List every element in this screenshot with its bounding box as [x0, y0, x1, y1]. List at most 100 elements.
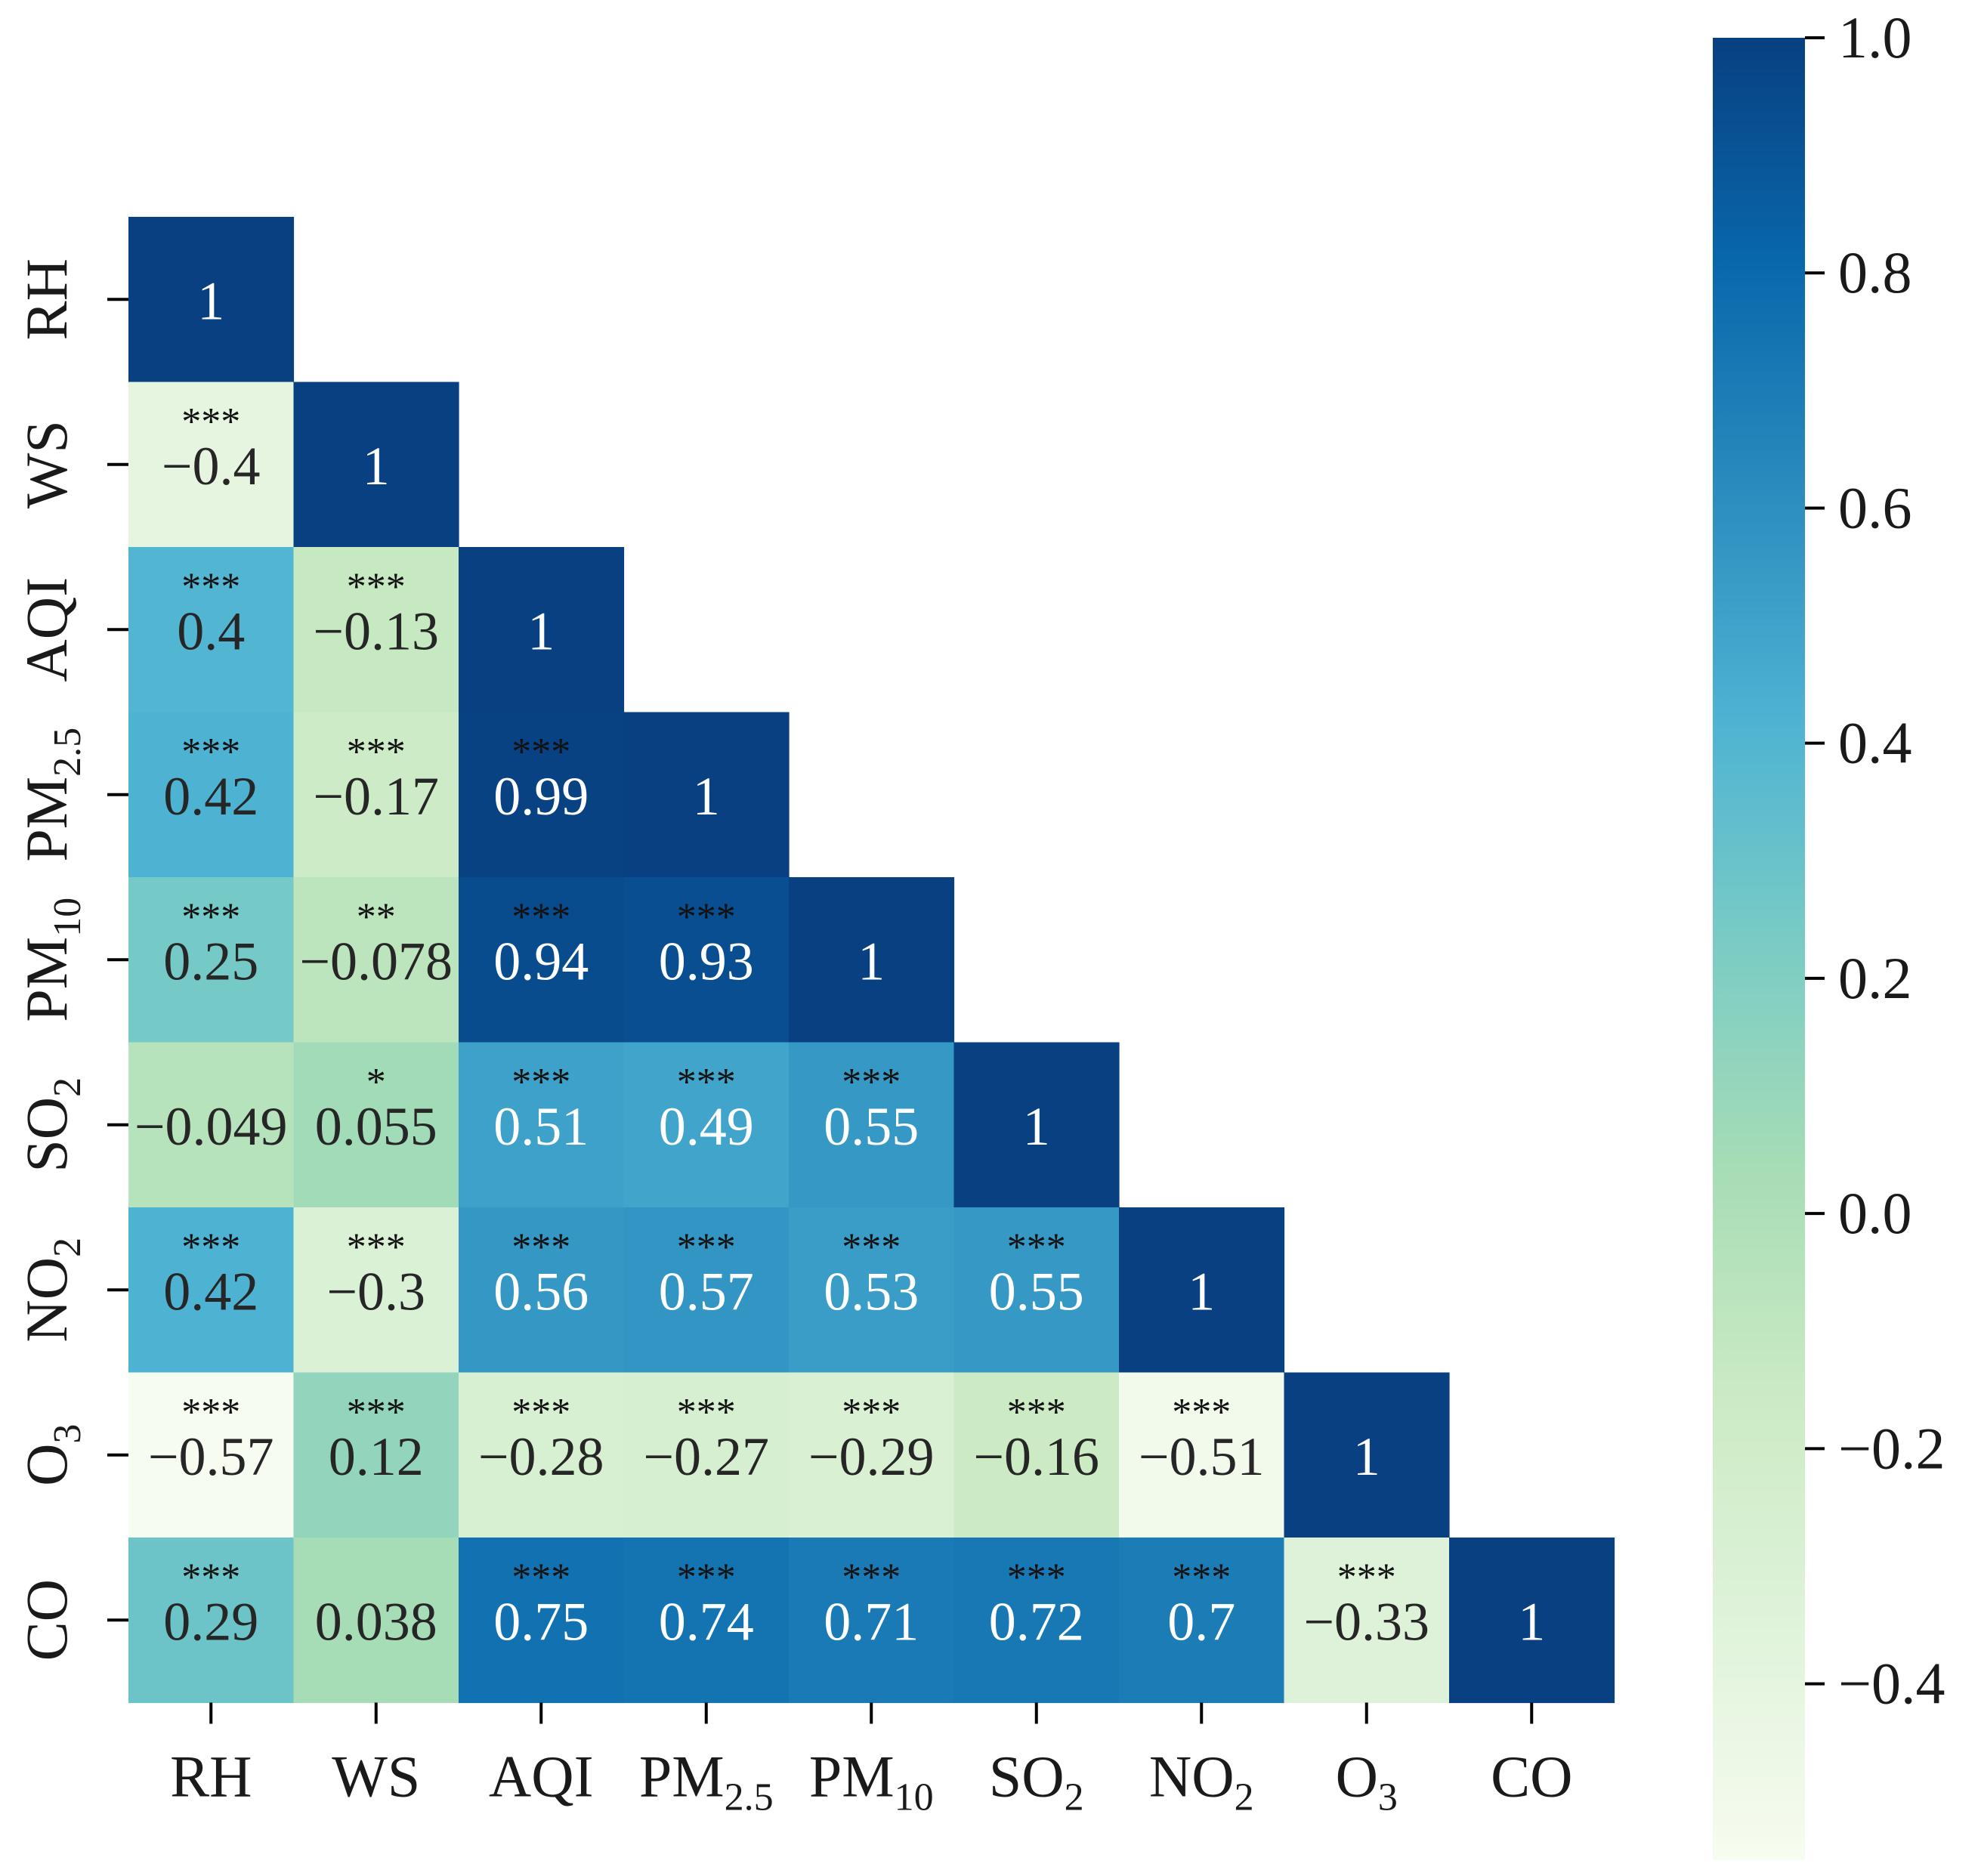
x-axis: RH WS AQI PM2.5 PM10 SO2 NO2 O3 CO — [170, 1702, 1572, 1819]
y-axis: RH WS AQI PM2.5 PM10 SO2 NO2 O3 CO — [14, 258, 128, 1661]
heatmap-cell — [293, 712, 459, 878]
heatmap-cell — [128, 877, 295, 1043]
colorbar-tick-label: 0.2 — [1838, 945, 1912, 1011]
heatmap-cell — [1284, 1538, 1450, 1704]
heatmap-cell — [953, 1538, 1120, 1704]
colorbar-tick-label: 0.6 — [1838, 474, 1912, 540]
x-tick-label: RH — [170, 1744, 252, 1810]
significance-stars: *** — [181, 565, 240, 608]
cell-value-label: 0.42 — [163, 766, 258, 827]
significance-stars: *** — [677, 895, 736, 938]
heatmap-cell — [623, 1538, 790, 1704]
heatmap-cell — [128, 217, 295, 383]
cell-value-label: 1 — [527, 601, 555, 661]
heatmap-cell — [623, 712, 790, 878]
cell-value-label: −0.13 — [313, 601, 439, 661]
heatmap-cell — [128, 547, 295, 713]
heatmap-cell — [789, 1207, 955, 1374]
significance-stars: *** — [181, 1556, 240, 1599]
significance-stars: *** — [511, 1225, 570, 1269]
heatmap-cell — [293, 547, 459, 713]
heatmap-cell — [128, 382, 295, 548]
colorbar-tick-label: −0.4 — [1838, 1651, 1945, 1717]
heatmap-cell-labels: 1***−0.4 1***0.4***−0.13 1***0.42***−0.17*… — [134, 270, 1545, 1652]
colorbar-bar — [1713, 38, 1805, 1860]
y-tick-label: RH — [14, 258, 79, 340]
colorbar-tick-label: −0.2 — [1838, 1415, 1945, 1481]
heatmap-cell — [953, 1372, 1120, 1538]
cell-value-label: 1 — [197, 270, 224, 331]
y-tick-label: WS — [14, 420, 79, 508]
cell-value-label: 0.56 — [493, 1261, 589, 1321]
colorbar-tick-label: 0.8 — [1838, 240, 1912, 305]
heatmap-cell — [789, 877, 955, 1043]
y-tick-label: PM2.5 — [14, 728, 89, 862]
heatmap-cell — [789, 1042, 955, 1208]
x-tick-label: AQI — [489, 1744, 594, 1810]
cell-value-label: −0.17 — [313, 766, 439, 827]
cell-value-label: −0.57 — [148, 1426, 274, 1487]
cell-value-label: −0.51 — [1139, 1426, 1265, 1487]
heatmap-cell — [1284, 1372, 1450, 1538]
colorbar-tick-label: 0.4 — [1838, 710, 1912, 776]
cell-value-label: −0.16 — [973, 1426, 1099, 1487]
significance-stars: *** — [511, 1556, 570, 1599]
cell-value-label: −0.29 — [808, 1426, 935, 1487]
cell-value-label: −0.33 — [1303, 1591, 1429, 1652]
heatmap-cell — [623, 877, 790, 1043]
heatmap-cell — [1449, 1538, 1615, 1704]
heatmap-cell — [459, 712, 625, 878]
heatmap-cell — [293, 1207, 459, 1374]
heatmap-cell — [459, 1042, 625, 1208]
significance-stars: *** — [1172, 1556, 1231, 1599]
heatmap-cell — [1119, 1207, 1285, 1374]
cell-value-label: 0.57 — [659, 1261, 754, 1321]
significance-stars: *** — [181, 731, 240, 774]
cell-value-label: 1 — [1023, 1096, 1050, 1157]
significance-stars: *** — [1007, 1391, 1066, 1434]
cell-value-label: 0.94 — [493, 931, 589, 991]
cell-value-label: 1 — [363, 436, 390, 496]
cell-value-label: 1 — [1518, 1591, 1545, 1652]
heatmap-cell — [459, 1372, 625, 1538]
significance-stars: *** — [181, 895, 240, 938]
cell-value-label: 0.75 — [493, 1591, 589, 1652]
significance-stars: *** — [1007, 1556, 1066, 1599]
heatmap-cell — [293, 1042, 459, 1208]
heatmap-cell — [128, 1538, 295, 1704]
heatmap-cell — [1119, 1538, 1285, 1704]
heatmap-cell — [128, 1042, 295, 1208]
significance-stars: *** — [1007, 1225, 1066, 1269]
cell-value-label: −0.049 — [134, 1096, 288, 1157]
cell-value-label: 0.53 — [824, 1261, 919, 1321]
colorbar-tick-label: 0.0 — [1838, 1180, 1912, 1246]
cell-value-label: −0.4 — [162, 436, 261, 496]
y-tick-label: NO2 — [14, 1238, 89, 1343]
x-tick-label: SO2 — [989, 1744, 1084, 1819]
heatmap-cell — [128, 1207, 295, 1374]
x-tick-label: O3 — [1336, 1744, 1398, 1819]
significance-stars: ** — [357, 895, 396, 938]
cell-value-label: 1 — [858, 931, 885, 991]
x-tick-label: PM10 — [809, 1744, 934, 1819]
significance-stars: *** — [1172, 1391, 1231, 1434]
y-tick-label: O3 — [14, 1424, 89, 1486]
heatmap-cell — [459, 1538, 625, 1704]
cell-value-label: 1 — [1188, 1261, 1215, 1321]
cell-value-label: 0.038 — [315, 1591, 437, 1652]
significance-stars: *** — [677, 1556, 736, 1599]
cell-value-label: 0.4 — [177, 601, 245, 661]
significance-stars: *** — [842, 1225, 901, 1269]
colorbar-ticks: 1.0 0.8 0.6 0.4 0.2 0.0 −0.2 −0.4 — [1805, 5, 1945, 1717]
cell-value-label: −0.27 — [643, 1426, 769, 1487]
significance-stars: *** — [181, 1391, 240, 1434]
significance-stars: *** — [347, 1391, 406, 1434]
significance-stars: *** — [511, 1061, 570, 1104]
x-tick-label: WS — [332, 1744, 420, 1810]
cell-value-label: 0.25 — [163, 931, 258, 991]
x-tick-label: NO2 — [1149, 1744, 1254, 1819]
heatmap-cell — [459, 877, 625, 1043]
colorbar: 1.0 0.8 0.6 0.4 0.2 0.0 −0.2 −0.4 — [1713, 5, 1945, 1860]
significance-stars: *** — [842, 1556, 901, 1599]
significance-stars: *** — [677, 1061, 736, 1104]
